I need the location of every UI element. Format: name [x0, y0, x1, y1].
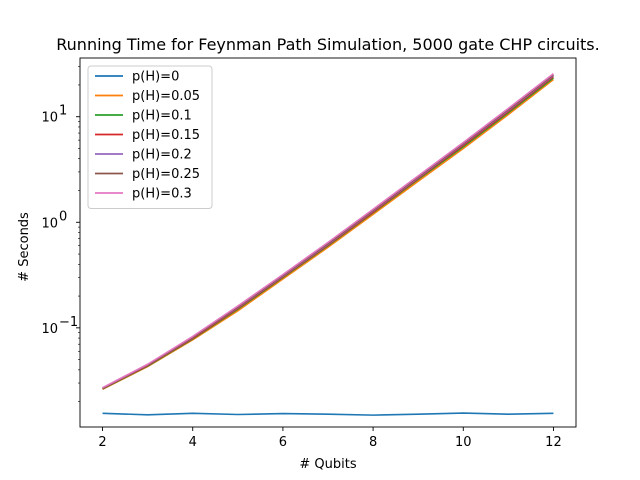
y-tick-label-2: 10 [41, 111, 58, 126]
legend-label-1: p(H)=0.05 [132, 89, 200, 104]
x-tick-label-2: 6 [279, 435, 287, 450]
legend-label-6: p(H)=0.3 [132, 187, 192, 202]
series-line-0 [102, 412, 554, 416]
legend-label-4: p(H)=0.2 [132, 148, 192, 163]
legend-label-0: p(H)=0 [132, 70, 179, 85]
y-tick-label-exponent-1: 0 [59, 209, 67, 224]
legend-label-2: p(H)=0.1 [132, 109, 192, 124]
y-tick-label-exponent-2: 1 [59, 104, 67, 119]
y-tick-label-exponent-0: −1 [59, 315, 78, 330]
x-tick-label-1: 4 [189, 435, 197, 450]
y-tick-label-1: 10 [41, 216, 58, 231]
y-axis-label: # Seconds [17, 212, 32, 282]
legend-label-3: p(H)=0.15 [132, 128, 200, 143]
legend-label-5: p(H)=0.25 [132, 167, 200, 182]
x-tick-label-0: 2 [98, 435, 106, 450]
axes-frame [79, 57, 577, 428]
chart-title: Running Time for Feynman Path Simulation… [56, 35, 599, 54]
x-tick-label-5: 12 [545, 435, 562, 450]
y-tick-label-0: 10 [41, 322, 58, 337]
x-axis-label: # Qubits [299, 457, 356, 472]
x-tick-label-4: 10 [455, 435, 472, 450]
series-line-6 [102, 72, 554, 389]
x-tick-label-3: 8 [369, 435, 377, 450]
